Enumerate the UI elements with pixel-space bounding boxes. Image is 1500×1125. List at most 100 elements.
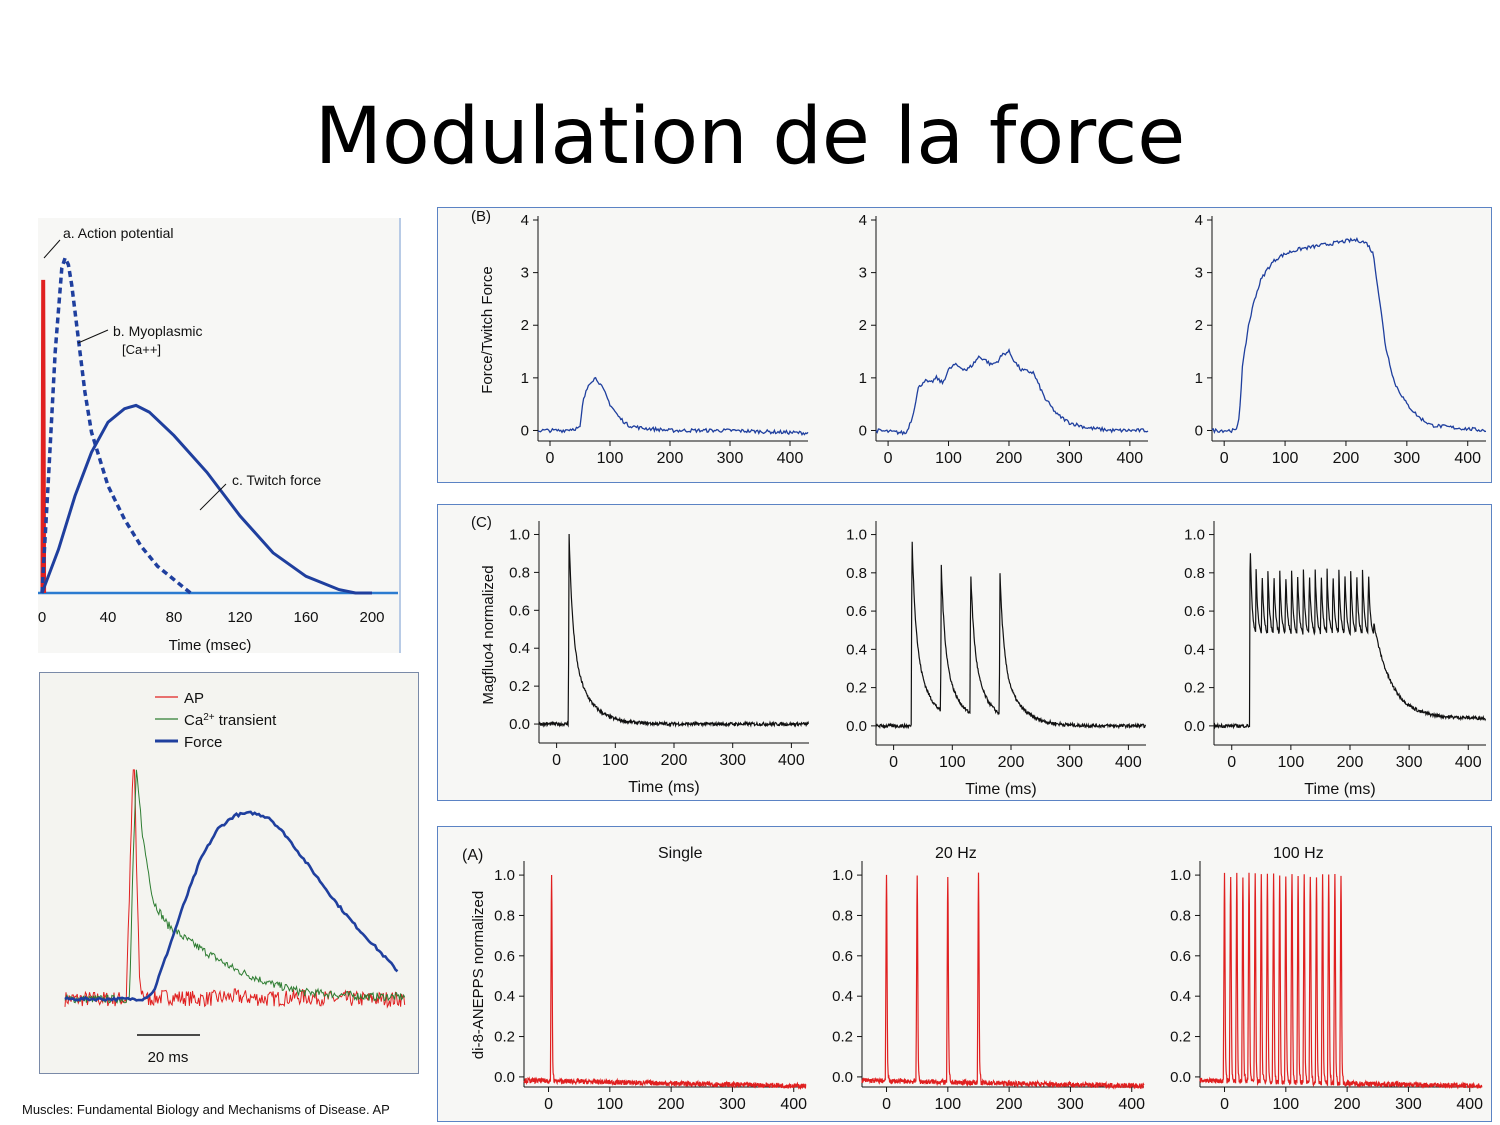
calcium-0-x-tick-label: 200 <box>661 752 688 769</box>
calcium-trace-1 <box>875 541 1147 730</box>
calcium-x-label-0: Time (ms) <box>628 779 699 796</box>
calcium-1-x-tick-label: 200 <box>998 754 1025 771</box>
force-2-x-tick-label: 400 <box>1454 450 1481 467</box>
calcium-1-y-tick-label: 1.0 <box>846 527 867 544</box>
voltage-2-y-tick-label: 0.6 <box>1170 948 1191 965</box>
calcium-trace-2 <box>1213 553 1487 730</box>
force-1-x-tick-label: 200 <box>996 450 1023 467</box>
legend-force: Force <box>184 734 222 751</box>
legend-ap: AP <box>184 690 204 707</box>
voltage-1-x-tick-label: 100 <box>934 1096 961 1113</box>
voltage-2-x-tick-label: 400 <box>1456 1096 1483 1113</box>
calcium-2-x-tick-label: 400 <box>1455 754 1482 771</box>
calcium-0-x-tick-label: 400 <box>778 752 805 769</box>
calcium-0-y-tick-label: 0.8 <box>509 564 530 581</box>
voltage-2-x-tick-label: 0 <box>1220 1096 1229 1113</box>
source-caption: Muscles: Fundamental Biology and Mechani… <box>22 1102 390 1117</box>
twitch-x-tick-label: 0 <box>38 609 46 626</box>
force-0-y-tick-label: 4 <box>521 212 529 229</box>
force-0-y-tick-label: 3 <box>521 265 529 282</box>
force-2-y-tick-label: 0 <box>1195 422 1203 439</box>
voltage-0-x-tick-label: 100 <box>596 1096 623 1113</box>
annotation-action-potential: a. Action potential <box>63 225 174 241</box>
force-2-x-tick-label: 200 <box>1333 450 1360 467</box>
voltage-title-1: 20 Hz <box>935 845 977 862</box>
annotation-leader <box>77 329 109 344</box>
force-0-x-tick-label: 400 <box>777 450 804 467</box>
panel-c-calcium: (C) 0 100 200 300 400 0.0 0.2 0.4 0.6 0.8 1.0 Time (… <box>437 504 1492 801</box>
calcium-x-label-1: Time (ms) <box>965 781 1036 798</box>
voltage-1-y-tick-label: 0.8 <box>832 907 853 924</box>
force-1-y-tick-label: 4 <box>859 212 867 229</box>
force-2-y-tick-label: 4 <box>1195 212 1203 229</box>
calcium-2-y-tick-label: 0.2 <box>1184 680 1205 697</box>
slide-title: Modulation de la force <box>314 92 1186 182</box>
panel-a-voltage: (A) 0 100 200 300 400 0.0 0.2 0.4 0.6 0.8 1.0 Single… <box>437 826 1492 1122</box>
calcium-2-x-tick-label: 300 <box>1396 754 1423 771</box>
calcium-1-x-tick-label: 300 <box>1056 754 1083 771</box>
panel-label-b: (B) <box>471 208 491 225</box>
voltage-charts: (A) 0 100 200 300 400 0.0 0.2 0.4 0.6 0.8 1.0 Single… <box>462 845 1483 1113</box>
voltage-0-y-tick-label: 0.6 <box>494 948 515 965</box>
voltage-1-x-tick-label: 300 <box>1057 1096 1084 1113</box>
voltage-title-2: 100 Hz <box>1273 845 1324 862</box>
voltage-1-x-tick-label: 200 <box>996 1096 1023 1113</box>
voltage-2-y-tick-label: 0.8 <box>1170 907 1191 924</box>
voltage-1-y-tick-label: 0.0 <box>832 1069 853 1086</box>
voltage-1-x-tick-label: 400 <box>1118 1096 1145 1113</box>
calcium-2-x-tick-label: 0 <box>1227 754 1236 771</box>
voltage-trace-1 <box>861 872 1145 1090</box>
twitch-x-tick-label: 200 <box>359 609 384 626</box>
calcium-1-y-tick-label: 0.2 <box>846 680 867 697</box>
panel-label-c: (C) <box>471 514 492 531</box>
calcium-2-y-tick-label: 0.4 <box>1184 641 1205 658</box>
calcium-2-x-tick-label: 200 <box>1337 754 1364 771</box>
force-trace-0 <box>537 376 809 437</box>
force-2-x-tick-label: 300 <box>1393 450 1420 467</box>
twitch-x-tick-label: 120 <box>227 609 252 626</box>
force-2-x-tick-label: 100 <box>1272 450 1299 467</box>
scale-bar-label: 20 ms <box>148 1049 189 1066</box>
voltage-2-y-tick-label: 0.2 <box>1170 1029 1191 1046</box>
calcium-0-y-tick-label: 1.0 <box>509 526 530 543</box>
twitch-x-tick-label: 80 <box>166 609 183 626</box>
calcium-2-y-tick-label: 0.8 <box>1184 565 1205 582</box>
voltage-0-x-tick-label: 0 <box>544 1096 553 1113</box>
force-0-y-tick-label: 2 <box>521 317 529 334</box>
overlay-series-0 <box>64 769 406 1009</box>
calcium-2-x-tick-label: 100 <box>1278 754 1305 771</box>
voltage-0-y-tick-label: 0.0 <box>494 1069 515 1086</box>
calcium-0-y-tick-label: 0.0 <box>509 716 530 733</box>
force-y-label: Force/Twitch Force <box>479 266 496 394</box>
force-1-x-tick-label: 100 <box>935 450 962 467</box>
force-0-x-tick-label: 300 <box>717 450 744 467</box>
force-1-y-tick-label: 2 <box>859 317 867 334</box>
twitch-x-label: Time (msec) <box>169 637 252 654</box>
force-0-y-tick-label: 0 <box>521 422 529 439</box>
voltage-1-y-tick-label: 1.0 <box>832 867 853 884</box>
force-1-y-tick-label: 3 <box>859 265 867 282</box>
voltage-0-x-tick-label: 200 <box>658 1096 685 1113</box>
voltage-2-x-tick-label: 300 <box>1395 1096 1422 1113</box>
voltage-0-x-tick-label: 300 <box>719 1096 746 1113</box>
force-1-x-tick-label: 0 <box>884 450 893 467</box>
force-2-x-tick-label: 0 <box>1220 450 1229 467</box>
voltage-0-y-tick-label: 1.0 <box>494 867 515 884</box>
voltage-0-y-tick-label: 0.8 <box>494 907 515 924</box>
voltage-trace-2 <box>1199 872 1483 1090</box>
twitch-chart-panel: 0 40 80 120 160 200 Time (msec) a. Action poten… <box>38 218 401 654</box>
calcium-0-y-tick-label: 0.2 <box>509 678 530 695</box>
twitch-series-0 <box>40 279 47 594</box>
voltage-0-x-tick-label: 400 <box>780 1096 807 1113</box>
voltage-1-y-tick-label: 0.2 <box>832 1029 853 1046</box>
panel-label-a: (A) <box>462 847 483 864</box>
annotation-myoplasmic: b. Myoplasmic <box>113 323 202 339</box>
voltage-1-x-tick-label: 0 <box>882 1096 891 1113</box>
calcium-0-x-tick-label: 0 <box>552 752 561 769</box>
force-trace-2 <box>1211 237 1487 434</box>
twitch-series-2 <box>40 403 372 595</box>
calcium-1-x-tick-label: 400 <box>1115 754 1142 771</box>
force-0-x-tick-label: 200 <box>657 450 684 467</box>
voltage-0-y-tick-label: 0.4 <box>494 988 515 1005</box>
